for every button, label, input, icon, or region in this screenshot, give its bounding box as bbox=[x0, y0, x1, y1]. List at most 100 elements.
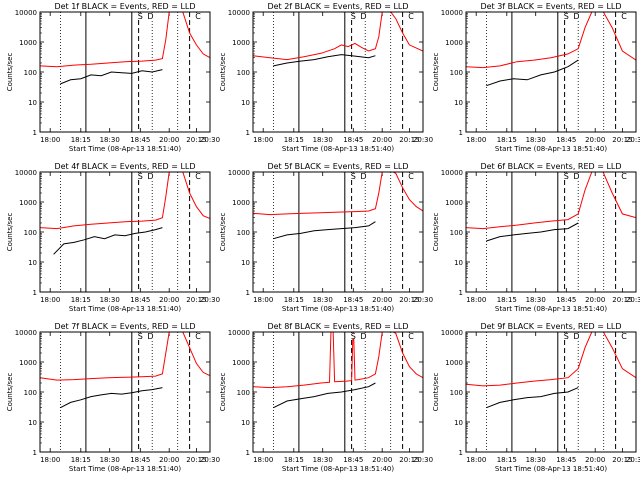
x-axis-label: Start Time (08-Apr-13 18:51:40) bbox=[282, 145, 394, 153]
x-tick-label: 18:00 bbox=[466, 136, 486, 144]
x-axis-label: Start Time (08-Apr-13 18:51:40) bbox=[69, 145, 181, 153]
x-tick-label: 20:30 bbox=[200, 136, 220, 144]
y-tick-label: 1000 bbox=[232, 359, 250, 367]
series-group bbox=[253, 12, 423, 67]
y-tick-label: 10 bbox=[241, 99, 250, 107]
y-tick-label: 100 bbox=[450, 229, 463, 237]
panel-title: Det 1f BLACK = Events, RED = LLD bbox=[54, 2, 195, 11]
x-tick-label: 18:15 bbox=[284, 296, 304, 304]
reference-lines bbox=[485, 12, 617, 132]
reference-lines bbox=[59, 12, 191, 132]
y-axis-label: Counts/sec bbox=[6, 213, 14, 252]
x-tick-label: 18:45 bbox=[130, 296, 150, 304]
marker-label-s: S bbox=[564, 12, 569, 21]
panel-title: Det 4f BLACK = Events, RED = LLD bbox=[54, 162, 195, 171]
x-tick-label: 18:45 bbox=[130, 136, 150, 144]
marker-label-s: S bbox=[138, 12, 143, 21]
series-line-events bbox=[53, 227, 163, 255]
marker-label-s: S bbox=[138, 172, 143, 181]
y-tick-label: 1000 bbox=[445, 199, 463, 207]
marker-label-d: D bbox=[147, 12, 153, 21]
plot-frame bbox=[39, 171, 211, 293]
x-tick-label: 18:15 bbox=[284, 456, 304, 464]
y-axis-label: Counts/sec bbox=[432, 373, 440, 412]
x-tick-label: 18:00 bbox=[466, 296, 486, 304]
marker-bg bbox=[621, 13, 629, 19]
x-tick-label: 18:00 bbox=[40, 296, 60, 304]
series-group bbox=[466, 12, 636, 87]
marker-label-s: S bbox=[351, 12, 356, 21]
x-tick-label: 20:00 bbox=[159, 296, 179, 304]
x-tick-label: 18:15 bbox=[497, 456, 517, 464]
marker-bg bbox=[408, 333, 416, 339]
y-tick-label: 1000 bbox=[19, 39, 37, 47]
x-tick-label: 20:15 bbox=[186, 136, 206, 144]
x-axis-label: Start Time (08-Apr-13 18:51:40) bbox=[69, 305, 181, 313]
x-tick-label: 18:15 bbox=[284, 136, 304, 144]
marker-bg bbox=[573, 333, 581, 339]
series-line-lld bbox=[40, 332, 210, 381]
x-tick-label: 20:30 bbox=[413, 456, 433, 464]
y-axis-label: Counts/sec bbox=[432, 213, 440, 252]
y-tick-label: 100 bbox=[237, 69, 250, 77]
x-tick-label: 20:00 bbox=[372, 456, 392, 464]
series-line-lld bbox=[40, 12, 210, 68]
marker-label-d: D bbox=[147, 332, 153, 341]
marker-label-d: D bbox=[573, 172, 579, 181]
x-tick-label: 18:45 bbox=[130, 456, 150, 464]
panel-7: Det 7f BLACK = Events, RED = LLD 1 10 100 10… bbox=[6, 322, 220, 473]
x-tick-label: 18:00 bbox=[466, 456, 486, 464]
series-line-lld bbox=[466, 12, 636, 69]
y-tick-label: 1000 bbox=[232, 199, 250, 207]
series-line-lld bbox=[253, 332, 423, 389]
reference-lines bbox=[272, 172, 404, 292]
y-tick-label: 1000 bbox=[19, 199, 37, 207]
marker-bg bbox=[195, 13, 203, 19]
x-tick-label: 18:30 bbox=[100, 456, 120, 464]
marker-label-d: D bbox=[360, 12, 366, 21]
y-tick-label: 1000 bbox=[232, 39, 250, 47]
x-tick-label: 18:00 bbox=[253, 456, 273, 464]
reference-lines bbox=[485, 172, 617, 292]
y-tick-label: 1 bbox=[33, 129, 37, 137]
y-tick-label: 10000 bbox=[228, 9, 250, 17]
reference-lines bbox=[272, 12, 404, 132]
panel-title: Det 3f BLACK = Events, RED = LLD bbox=[480, 2, 621, 11]
x-tick-label: 18:45 bbox=[343, 136, 363, 144]
marker-label-d: D bbox=[573, 332, 579, 341]
x-tick-label: 18:30 bbox=[100, 136, 120, 144]
reference-lines bbox=[59, 332, 191, 452]
x-tick-label: 18:45 bbox=[343, 296, 363, 304]
marker-bg bbox=[350, 333, 358, 339]
x-tick-label: 18:30 bbox=[313, 296, 333, 304]
marker-bg bbox=[360, 13, 368, 19]
x-tick-label: 20:00 bbox=[159, 456, 179, 464]
y-tick-label: 10 bbox=[28, 419, 37, 427]
y-axis-label: Counts/sec bbox=[432, 53, 440, 92]
y-tick-label: 100 bbox=[24, 69, 37, 77]
x-tick-label: 20:00 bbox=[372, 136, 392, 144]
x-tick-label: 18:00 bbox=[40, 456, 60, 464]
marker-bg bbox=[573, 13, 581, 19]
series-line-events bbox=[486, 59, 579, 87]
marker-bg bbox=[563, 173, 571, 179]
panel-2: Det 2f BLACK = Events, RED = LLD 1 10 100 10… bbox=[219, 2, 433, 153]
x-tick-label: 18:45 bbox=[556, 296, 576, 304]
panel-3: Det 3f BLACK = Events, RED = LLD 1 10 100 10… bbox=[432, 2, 640, 153]
x-tick-label: 18:30 bbox=[526, 136, 546, 144]
x-tick-label: 20:30 bbox=[413, 296, 433, 304]
y-tick-label: 10 bbox=[241, 259, 250, 267]
y-tick-label: 10 bbox=[28, 99, 37, 107]
x-tick-label: 20:30 bbox=[413, 136, 433, 144]
marker-bg bbox=[147, 13, 155, 19]
x-tick-label: 18:15 bbox=[71, 456, 91, 464]
x-tick-label: 18:30 bbox=[313, 456, 333, 464]
y-tick-label: 1000 bbox=[19, 359, 37, 367]
marker-label-d: D bbox=[573, 12, 579, 21]
series-line-events bbox=[60, 387, 163, 409]
series-group bbox=[40, 12, 210, 85]
plot-frame bbox=[465, 11, 637, 133]
y-tick-label: 100 bbox=[450, 69, 463, 77]
marker-bg bbox=[137, 173, 145, 179]
marker-label-c: C bbox=[621, 332, 627, 341]
